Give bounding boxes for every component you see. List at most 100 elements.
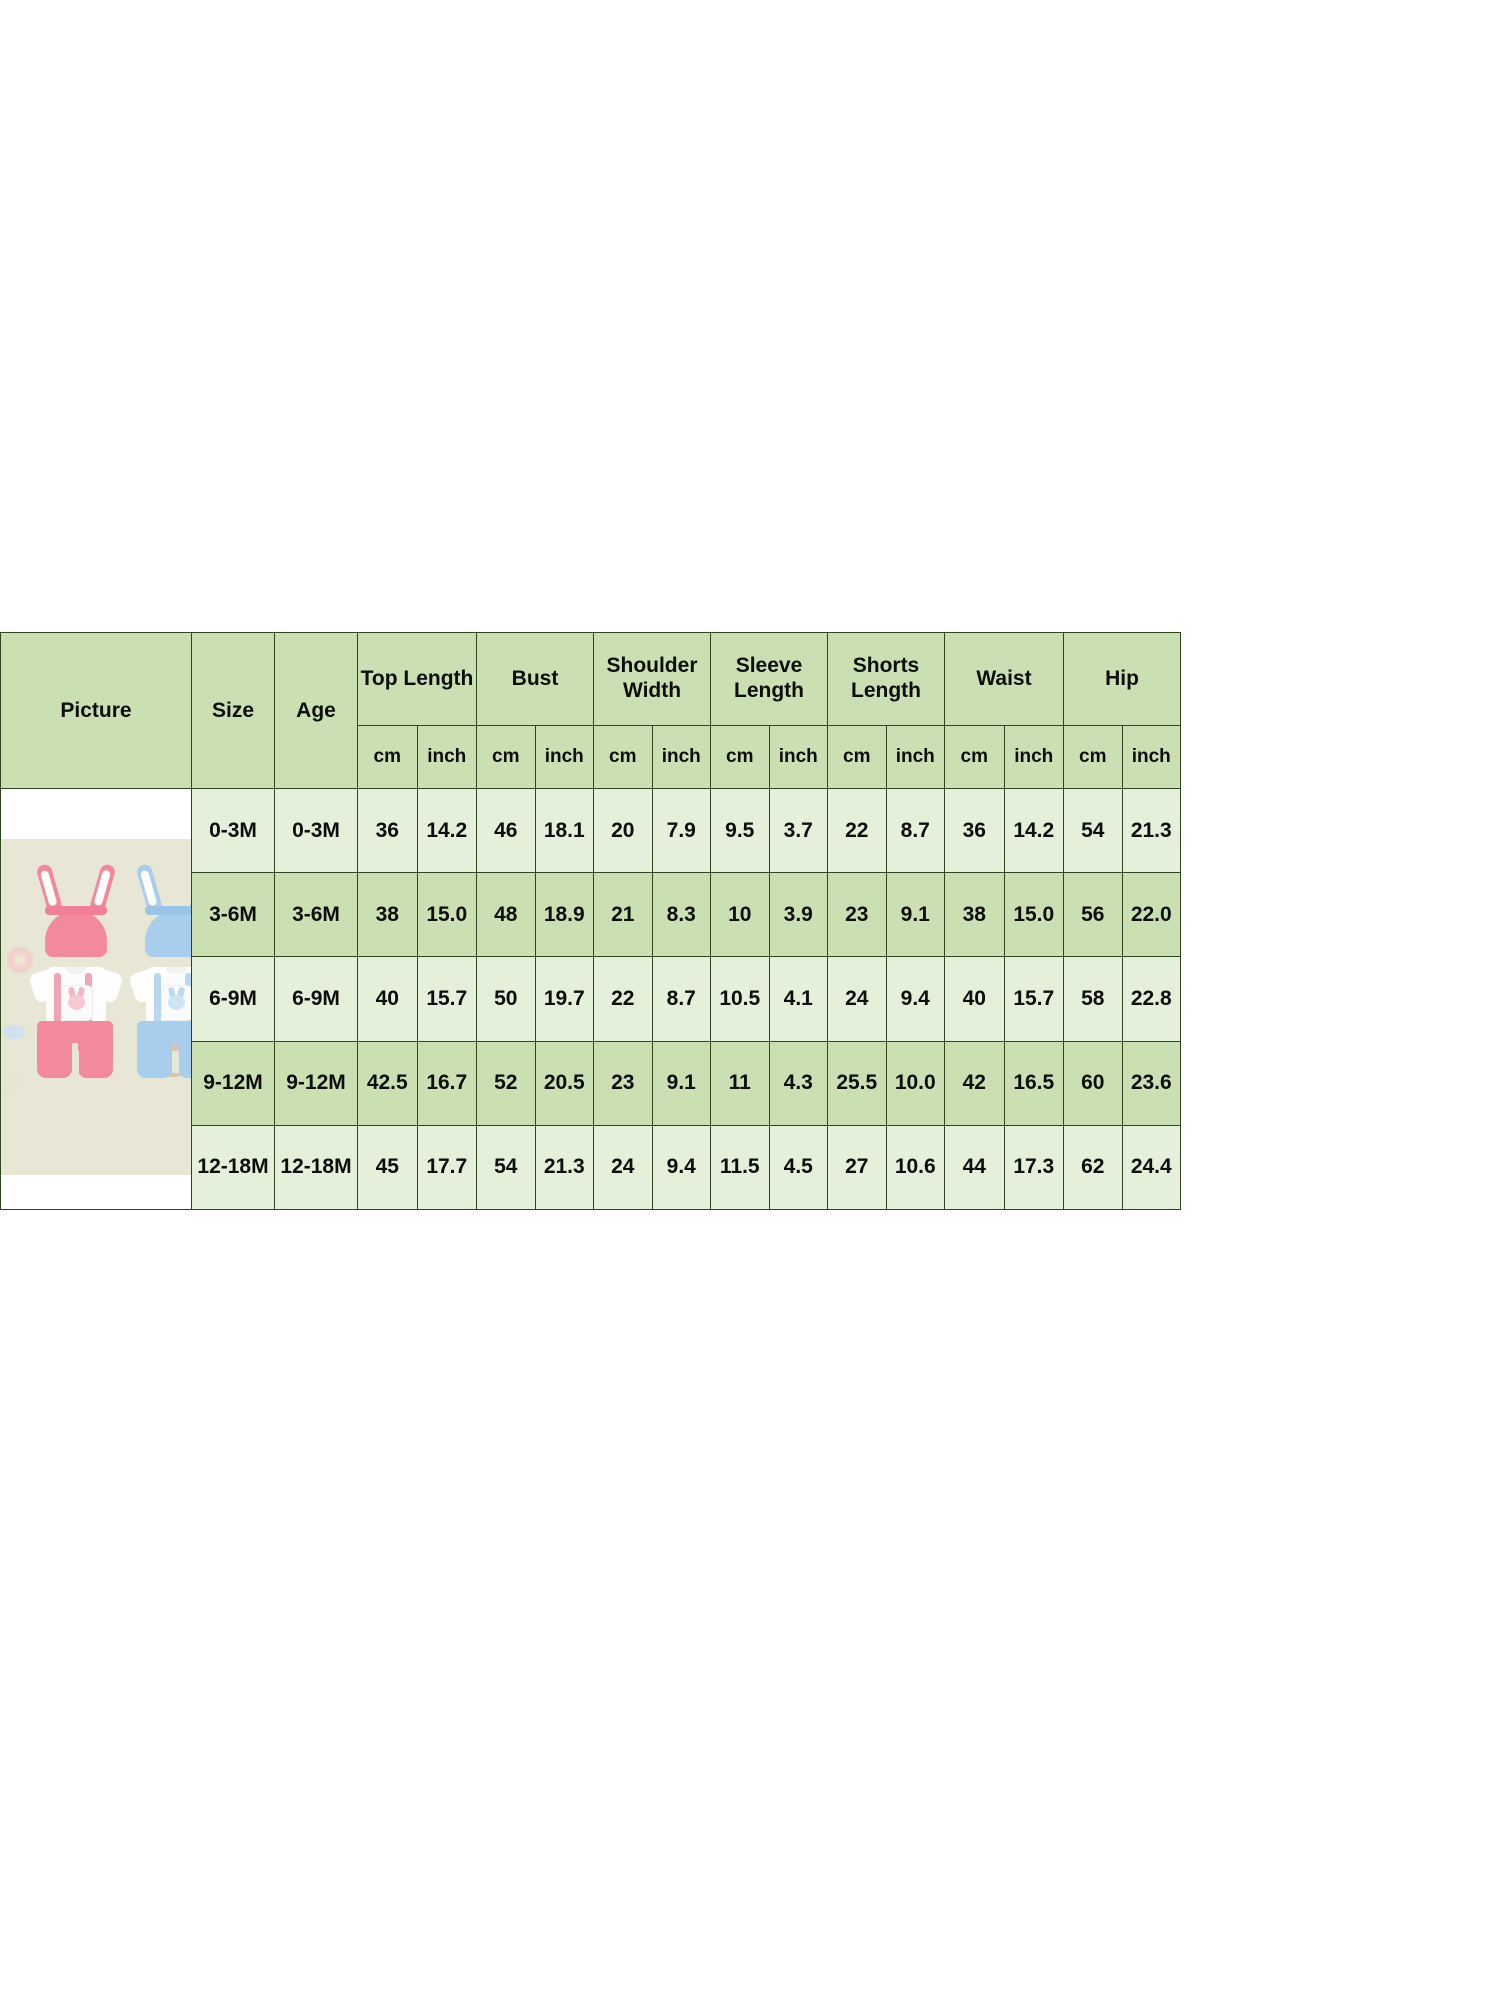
cell-sleeve-length-inch: 4.1 [768,956,828,1042]
cell-waist-cm: 36 [944,787,1005,874]
unit-header-sleeve-length-inch: inch [768,725,828,789]
cell-size: 3-6M [191,872,275,958]
column-header-shorts-length: Shorts Length [827,632,945,726]
product-photo-frame [1,789,191,1209]
cell-sleeve-length-inch: 3.9 [768,872,828,958]
column-header-sleeve-length: Sleeve Length [710,632,828,726]
column-header-age: Age [274,632,358,789]
cloud-prop-icon [3,1025,25,1039]
unit-header-shoulder-width-cm: cm [593,725,653,789]
cell-size: 6-9M [191,956,275,1042]
cell-shorts-length-inch: 10.0 [885,1040,945,1126]
cell-hip-cm: 62 [1063,1124,1123,1211]
cell-shorts-length-inch: 8.7 [885,787,945,874]
cell-hip-cm: 60 [1063,1040,1123,1126]
cell-size: 12-18M [191,1124,275,1211]
cell-size: 0-3M [191,787,275,874]
cell-hip-cm: 56 [1063,872,1123,958]
cell-shoulder-width-inch: 9.4 [651,1124,711,1211]
cell-bust-cm: 46 [476,787,536,874]
cell-bust-cm: 54 [476,1124,536,1211]
cell-waist-inch: 17.3 [1003,1124,1064,1211]
cell-age: 0-3M [274,787,358,874]
cell-bust-inch: 18.1 [534,787,594,874]
cell-sleeve-length-cm: 9.5 [710,787,770,874]
cell-top-length-cm: 36 [357,787,418,874]
cell-top-length-cm: 45 [357,1124,418,1211]
cell-shoulder-width-inch: 8.7 [651,956,711,1042]
column-header-shoulder-width: Shoulder Width [593,632,711,726]
unit-header-hip-inch: inch [1121,725,1181,789]
cell-sleeve-length-cm: 11 [710,1040,770,1126]
cell-age: 6-9M [274,956,358,1042]
size-chart-container: Picture Size Age Top Length Bust Shoulde… [0,632,1181,1211]
cell-shorts-length-cm: 24 [827,956,887,1042]
cell-shorts-length-cm: 22 [827,787,887,874]
cell-bust-inch: 18.9 [534,872,594,958]
unit-header-shoulder-width-inch: inch [651,725,711,789]
unit-header-hip-cm: cm [1063,725,1123,789]
column-header-size: Size [191,632,275,789]
cell-shoulder-width-inch: 7.9 [651,787,711,874]
cell-top-length-cm: 42.5 [357,1040,418,1126]
cell-bust-cm: 50 [476,956,536,1042]
cell-hip-inch: 22.8 [1121,956,1181,1042]
romper-top-pink [28,967,124,1025]
cell-hip-inch: 23.6 [1121,1040,1181,1126]
pebble-prop-icon [11,1075,20,1084]
cell-sleeve-length-cm: 11.5 [710,1124,770,1211]
unit-header-top-length-inch: inch [416,725,477,789]
cell-bust-inch: 21.3 [534,1124,594,1211]
cell-shorts-length-inch: 9.1 [885,872,945,958]
unit-header-bust-cm: cm [476,725,536,789]
column-header-top-length: Top Length [357,632,477,726]
cell-age: 9-12M [274,1040,358,1126]
cell-waist-cm: 38 [944,872,1005,958]
cell-shoulder-width-inch: 8.3 [651,872,711,958]
cell-top-length-inch: 17.7 [416,1124,477,1211]
cell-bust-inch: 20.5 [534,1040,594,1126]
cell-waist-cm: 42 [944,1040,1005,1126]
cell-size: 9-12M [191,1040,275,1126]
header-row-groups: Picture Size Age Top Length Bust Shoulde… [0,632,1181,789]
table-row: 0-3M 0-3M 36 14.2 46 18.1 20 7.9 9.5 3.7… [0,787,1181,1210]
bunny-applique-icon [161,985,191,1021]
column-header-bust: Bust [476,632,594,726]
outfit-pink [28,859,131,1159]
cell-shoulder-width-cm: 21 [593,872,653,958]
column-header-hip: Hip [1063,632,1181,726]
outfit-blue [128,859,191,1159]
cell-hip-cm: 58 [1063,956,1123,1042]
cell-sleeve-length-cm: 10 [710,872,770,958]
unit-header-waist-inch: inch [1003,725,1064,789]
unit-header-shorts-length-inch: inch [885,725,945,789]
cell-top-length-inch: 16.7 [416,1040,477,1126]
cell-hip-inch: 24.4 [1121,1124,1181,1211]
table-row: 6-9M 6-9M 40 15.7 50 19.7 22 8.7 10.5 4.… [1,956,1181,1042]
table-row: 9-12M 9-12M 42.5 16.7 52 20.5 23 9.1 11 … [1,1040,1181,1126]
product-photo [1,839,191,1175]
cell-waist-inch: 14.2 [1003,787,1064,874]
cell-hip-inch: 22.0 [1121,872,1181,958]
column-header-picture: Picture [0,632,192,789]
cell-bust-inch: 19.7 [534,956,594,1042]
unit-header-waist-cm: cm [944,725,1005,789]
cell-shorts-length-cm: 23 [827,872,887,958]
cell-waist-inch: 16.5 [1003,1040,1064,1126]
pebble-prop-icon [3,1089,12,1098]
cell-waist-inch: 15.7 [1003,956,1064,1042]
cell-top-length-cm: 40 [357,956,418,1042]
cell-bust-cm: 48 [476,872,536,958]
table-row: 12-18M 12-18M 45 17.7 54 21.3 24 9.4 11.… [1,1124,1181,1211]
cell-sleeve-length-inch: 3.7 [768,787,828,874]
cell-top-length-inch: 15.0 [416,872,477,958]
shorts-pink [34,1021,116,1083]
cell-hip-inch: 21.3 [1121,787,1181,874]
cell-waist-cm: 40 [944,956,1005,1042]
size-chart-header: Picture Size Age Top Length Bust Shoulde… [0,632,1181,789]
unit-header-top-length-cm: cm [357,725,418,789]
shorts-blue [134,1021,191,1083]
bunny-applique-icon [61,985,93,1021]
cell-waist-cm: 44 [944,1124,1005,1211]
